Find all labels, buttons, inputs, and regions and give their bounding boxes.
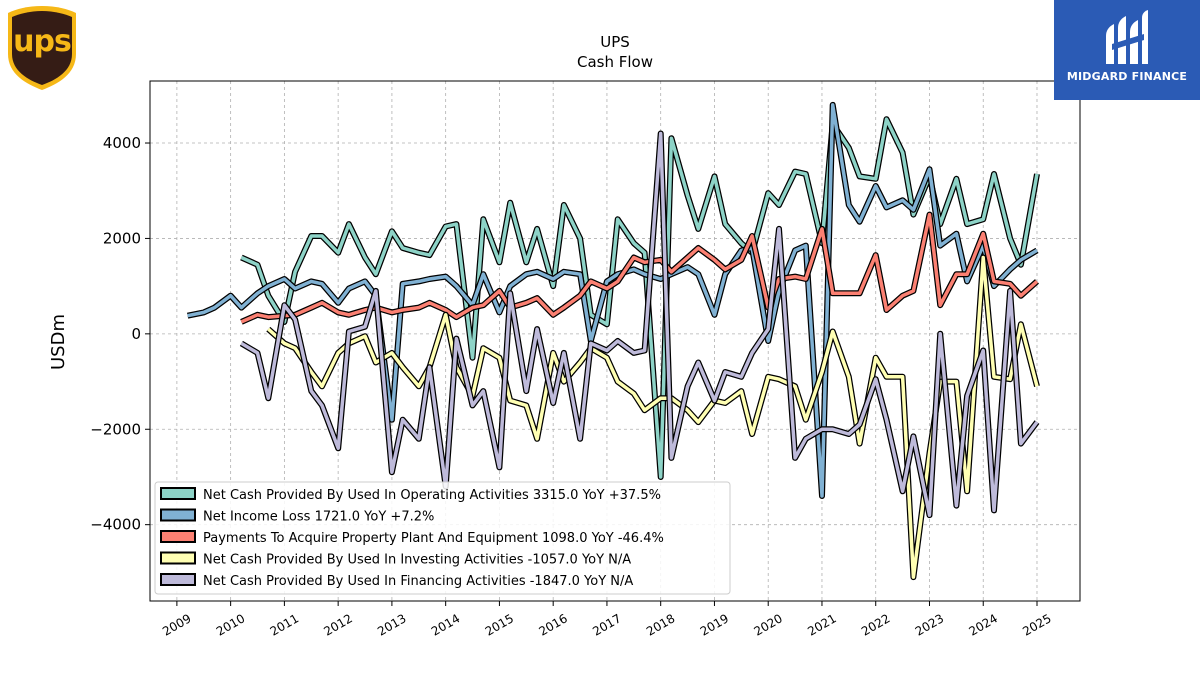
y-tick-label: 2000 bbox=[103, 229, 141, 247]
x-tick-label: 2015 bbox=[483, 611, 516, 638]
x-tick-label: 2020 bbox=[751, 611, 784, 638]
ups-logo-text: ups bbox=[13, 24, 72, 59]
x-tick-label: 2025 bbox=[1020, 611, 1053, 638]
y-tick-label: 4000 bbox=[103, 134, 141, 152]
x-tick-label: 2010 bbox=[214, 611, 247, 638]
legend-entry-financing: Net Cash Provided By Used In Financing A… bbox=[203, 574, 633, 589]
midgard-finance-text: MIDGARD FINANCE bbox=[1066, 70, 1188, 83]
legend-entry-investing: Net Cash Provided By Used In Investing A… bbox=[203, 553, 631, 568]
series-lines bbox=[187, 101, 1040, 581]
series-net_income bbox=[187, 101, 1039, 499]
legend-box bbox=[154, 481, 731, 595]
chart-subtitle: Cash Flow bbox=[577, 53, 653, 71]
series-line-net_income bbox=[187, 103, 1038, 498]
x-tick-label: 2021 bbox=[805, 611, 838, 638]
x-tick-label: 2024 bbox=[967, 611, 1000, 638]
x-tick-label: 2009 bbox=[160, 611, 193, 638]
x-tick-label: 2019 bbox=[698, 611, 731, 638]
x-tick-label: 2023 bbox=[913, 611, 946, 638]
midgard-mark-icon bbox=[1106, 10, 1148, 64]
x-tick-label: 2017 bbox=[590, 611, 623, 638]
y-tick-label: 0 bbox=[131, 325, 141, 343]
chart-title: UPS bbox=[600, 33, 630, 51]
x-tick-label: 2012 bbox=[321, 611, 354, 638]
x-tick-label: 2011 bbox=[268, 611, 301, 638]
legend-entry-capex: Payments To Acquire Property Plant And E… bbox=[203, 531, 664, 546]
y-tick-label: −2000 bbox=[90, 420, 141, 438]
legend-swatch-net_income bbox=[160, 508, 196, 522]
ups-logo: ups bbox=[6, 4, 78, 92]
y-tick-label: −4000 bbox=[90, 516, 141, 534]
series-operating bbox=[240, 116, 1040, 480]
legend-swatch-investing bbox=[160, 551, 196, 565]
series-outline-operating bbox=[240, 116, 1040, 480]
legend: Net Cash Provided By Used In Operating A… bbox=[154, 481, 731, 595]
x-tick-label: 2014 bbox=[429, 611, 462, 638]
series-line-capex bbox=[240, 212, 1039, 324]
series-line-operating bbox=[240, 117, 1039, 479]
x-tick-label: 2016 bbox=[536, 611, 569, 638]
legend-swatch-operating bbox=[160, 487, 196, 500]
legend-entry-net_income: Net Income Loss 1721.0 YoY +7.2% bbox=[203, 510, 434, 525]
x-tick-label: 2013 bbox=[375, 611, 408, 638]
midgard-finance-logo: MIDGARD FINANCE bbox=[1054, 0, 1200, 100]
x-tick-label: 2018 bbox=[644, 611, 677, 638]
legend-swatch-financing bbox=[160, 573, 196, 586]
y-axis-label: USDm bbox=[48, 314, 69, 370]
series-line-financing bbox=[240, 131, 1039, 517]
legend-entry-operating: Net Cash Provided By Used In Operating A… bbox=[203, 488, 661, 503]
plot-frame bbox=[149, 80, 1081, 602]
x-tick-label: 2022 bbox=[859, 611, 892, 638]
series-capex bbox=[240, 211, 1039, 325]
legend-swatch-capex bbox=[160, 530, 196, 543]
series-financing bbox=[239, 130, 1040, 519]
